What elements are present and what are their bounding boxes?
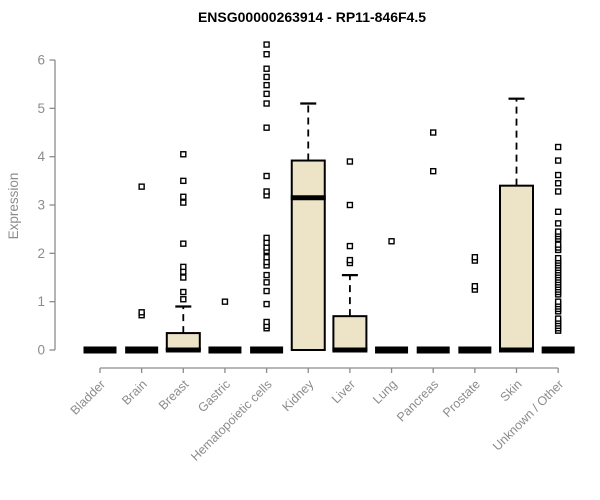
x-tick-label: Brain: [119, 377, 150, 408]
outlier-point-unknown-other: [554, 220, 562, 227]
outlier-point-hematopoietic-cells: [263, 279, 270, 286]
outlier-point-hematopoietic-cells: [263, 254, 270, 261]
outlier-point-unknown-other: [554, 208, 562, 215]
collapsed-box-pancreas: [416, 346, 450, 354]
outlier-point-pancreas: [430, 129, 437, 136]
outlier-point-breast: [180, 240, 187, 247]
box-skin: [499, 184, 534, 351]
chart-title: ENSG00000263914 - RP11-846F4.5: [198, 9, 426, 25]
y-tick-label: 6: [37, 53, 45, 68]
y-tick-label: 5: [37, 101, 45, 116]
x-tick-label: Pancreas: [394, 377, 441, 424]
outlier-point-liver: [346, 158, 354, 165]
collapsed-box-unknown-other: [541, 346, 575, 354]
box-breast: [165, 332, 201, 352]
outlier-point-hematopoietic-cells: [263, 90, 270, 98]
outlier-point-pancreas: [430, 167, 437, 175]
outlier-point-liver: [346, 256, 354, 264]
collapsed-box-bladder: [83, 346, 117, 354]
outlier-point-breast: [180, 263, 187, 271]
outlier-point-hematopoietic-cells: [263, 41, 270, 48]
y-tick-label: 4: [37, 149, 45, 164]
outlier-point-breast: [180, 288, 187, 296]
outlier-point-breast: [180, 296, 187, 303]
outlier-point-hematopoietic-cells: [263, 65, 270, 72]
x-tick-label: Breast: [156, 377, 192, 413]
outlier-point-hematopoietic-cells: [263, 100, 270, 107]
outlier-point-liver: [346, 201, 354, 209]
outlier-point-hematopoietic-cells: [263, 287, 270, 295]
outlier-point-unknown-other: [554, 228, 562, 235]
collapsed-box-brain: [125, 346, 159, 354]
collapsed-box-prostate: [458, 346, 492, 354]
outlier-point-breast: [180, 199, 187, 206]
outlier-point-prostate: [471, 254, 479, 261]
outlier-point-breast: [180, 151, 187, 158]
outlier-point-breast: [180, 177, 187, 185]
x-tick-label: Kidney: [279, 377, 316, 414]
outlier-point-lung: [388, 238, 395, 245]
outlier-point-hematopoietic-cells: [263, 73, 270, 81]
y-tick-label: 0: [37, 343, 45, 358]
outlier-point-brain: [138, 309, 145, 316]
x-tick-label: Unknown / Other: [490, 377, 566, 453]
x-tick-label: Gastric: [195, 377, 233, 415]
outlier-point-prostate: [471, 283, 479, 290]
outlier-point-hematopoietic-cells: [263, 188, 270, 195]
x-tick-label: Hematopoietic cells: [188, 377, 275, 464]
outlier-point-breast: [180, 274, 187, 281]
x-tick-label: Bladder: [68, 377, 108, 417]
x-tick-label: Prostate: [440, 377, 483, 420]
collapsed-box-lung: [375, 346, 409, 354]
outlier-point-unknown-other: [554, 241, 562, 248]
outlier-point-unknown-other: [554, 254, 562, 262]
outlier-point-unknown-other: [554, 143, 562, 151]
outlier-point-unknown-other: [554, 298, 562, 305]
collapsed-box-gastric: [208, 346, 242, 354]
outlier-point-brain: [138, 183, 145, 190]
y-tick-label: 3: [37, 198, 45, 213]
outlier-point-hematopoietic-cells: [263, 318, 270, 326]
outlier-point-hematopoietic-cells: [263, 124, 270, 131]
y-axis-label: Expression: [6, 173, 21, 240]
outlier-point-liver: [346, 242, 354, 250]
outlier-point-hematopoietic-cells: [263, 271, 270, 279]
x-tick-label: Liver: [329, 377, 358, 406]
outlier-point-hematopoietic-cells: [263, 172, 270, 180]
outlier-point-unknown-other: [554, 315, 562, 322]
outlier-point-unknown-other: [554, 188, 562, 195]
x-tick-label: Lung: [370, 377, 400, 407]
outlier-point-breast: [180, 193, 187, 200]
x-tick-label: Skin: [498, 377, 525, 404]
y-tick-label: 1: [37, 294, 45, 309]
outlier-point-hematopoietic-cells: [263, 234, 270, 242]
box-liver: [332, 315, 368, 352]
collapsed-box-hematopoietic-cells: [250, 346, 284, 354]
box-kidney: [290, 159, 326, 351]
outlier-point-gastric: [221, 298, 229, 305]
outlier-point-unknown-other: [554, 157, 562, 164]
outlier-point-unknown-other: [554, 171, 562, 179]
outlier-point-hematopoietic-cells: [263, 300, 270, 308]
y-tick-label: 2: [37, 246, 45, 261]
outlier-point-hematopoietic-cells: [263, 51, 270, 58]
outlier-point-unknown-other: [554, 180, 562, 187]
outlier-point-hematopoietic-cells: [263, 81, 270, 89]
